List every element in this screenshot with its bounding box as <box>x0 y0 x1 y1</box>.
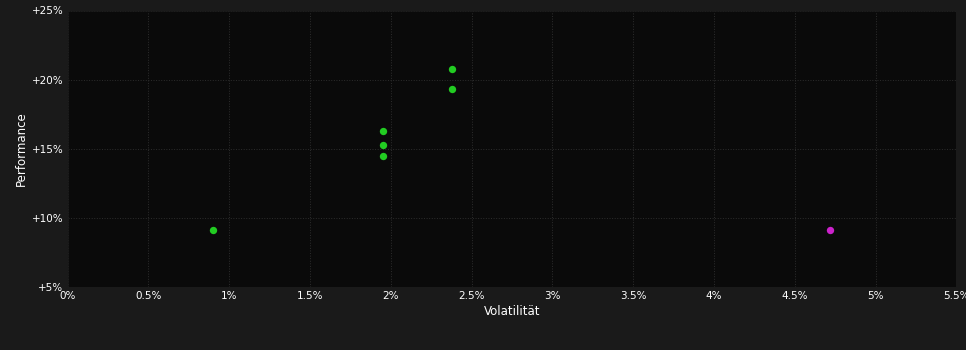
Point <box>444 66 460 71</box>
Point <box>375 153 390 159</box>
Point <box>444 86 460 92</box>
Point <box>375 142 390 147</box>
Point <box>206 228 221 233</box>
X-axis label: Volatilität: Volatilität <box>484 305 540 318</box>
Point <box>375 128 390 134</box>
Point <box>823 228 838 233</box>
Y-axis label: Performance: Performance <box>14 111 28 186</box>
